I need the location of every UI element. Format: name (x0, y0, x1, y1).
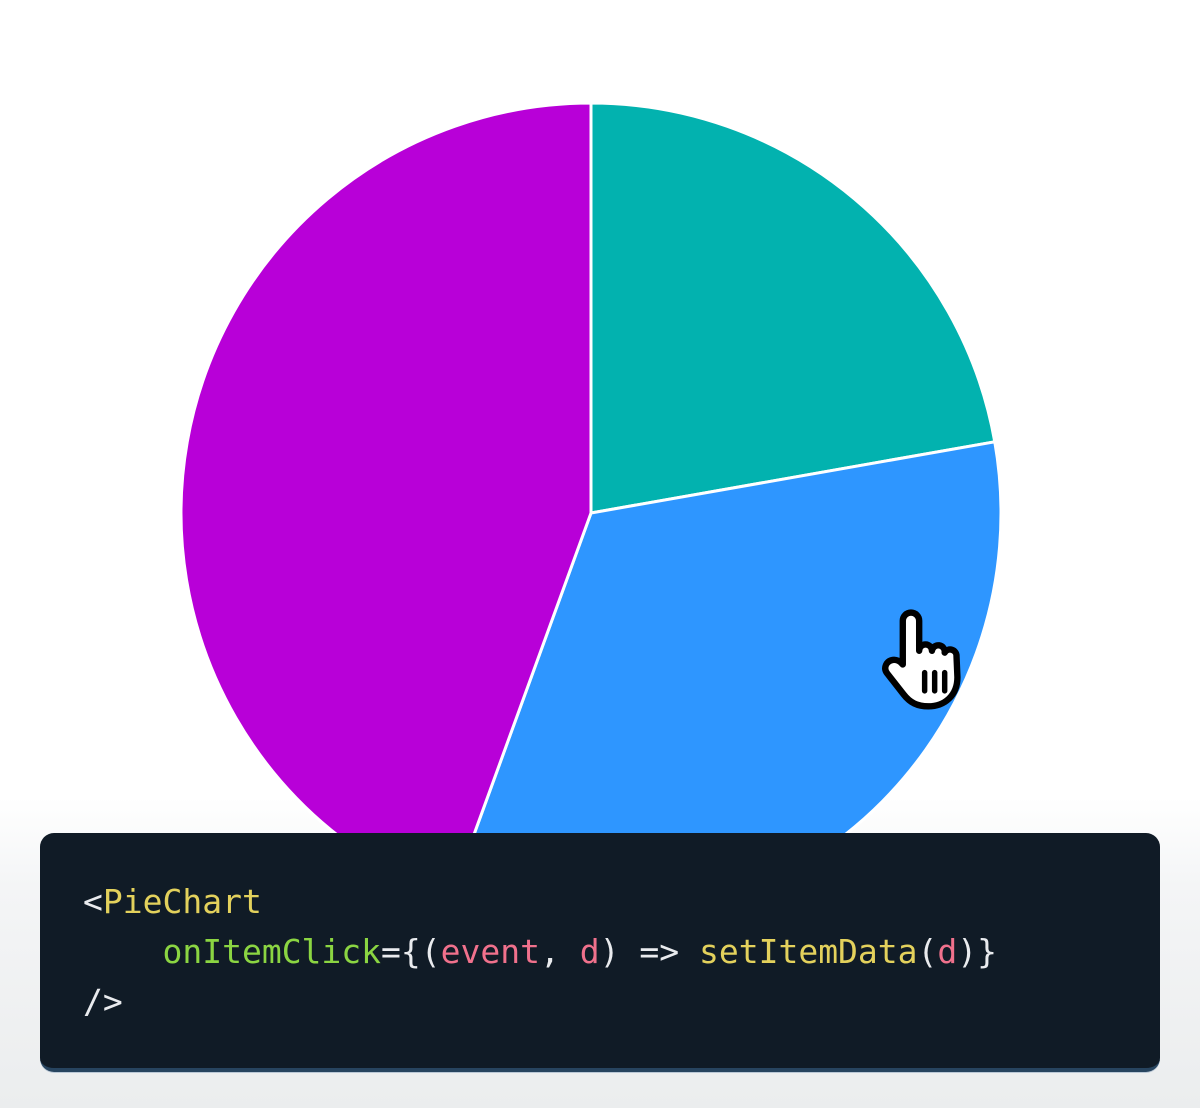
code-line: <PieChart (83, 877, 1120, 927)
code-token-parameter: d (937, 932, 958, 971)
code-token-punctuation (83, 932, 162, 971)
pie-slice-teal[interactable] (589, 101, 997, 515)
code-token-punctuation: ( (917, 932, 938, 971)
code-token-punctuation: ) (957, 932, 978, 971)
code-snippet-block: <PieChart onItemClick={(event, d) => set… (40, 833, 1160, 1072)
code-line: /> (83, 977, 1120, 1027)
code-token-parameter: event (440, 932, 540, 971)
pie-slice-magenta[interactable] (179, 101, 593, 900)
code-token-attribute: onItemClick (162, 932, 382, 971)
code-token-tag: PieChart (102, 882, 262, 921)
code-token-function: setItemData (698, 932, 918, 971)
code-line: onItemClick={(event, d) => setItemData(d… (83, 927, 1120, 977)
code-token-punctuation: /> (83, 982, 123, 1021)
code-token-punctuation: = (381, 932, 401, 971)
code-token-punctuation: , (540, 932, 580, 971)
pie-chart[interactable] (178, 100, 1004, 926)
code-token-punctuation: } (977, 932, 998, 971)
code-token-punctuation: < (83, 882, 103, 921)
code-token-punctuation: ( (420, 932, 441, 971)
code-token-punctuation: => (639, 932, 699, 971)
code-token-parameter: d (579, 932, 600, 971)
code-content: <PieChart onItemClick={(event, d) => set… (40, 833, 1160, 1027)
code-token-punctuation: { (400, 932, 421, 971)
code-token-punctuation: ) (599, 932, 640, 971)
